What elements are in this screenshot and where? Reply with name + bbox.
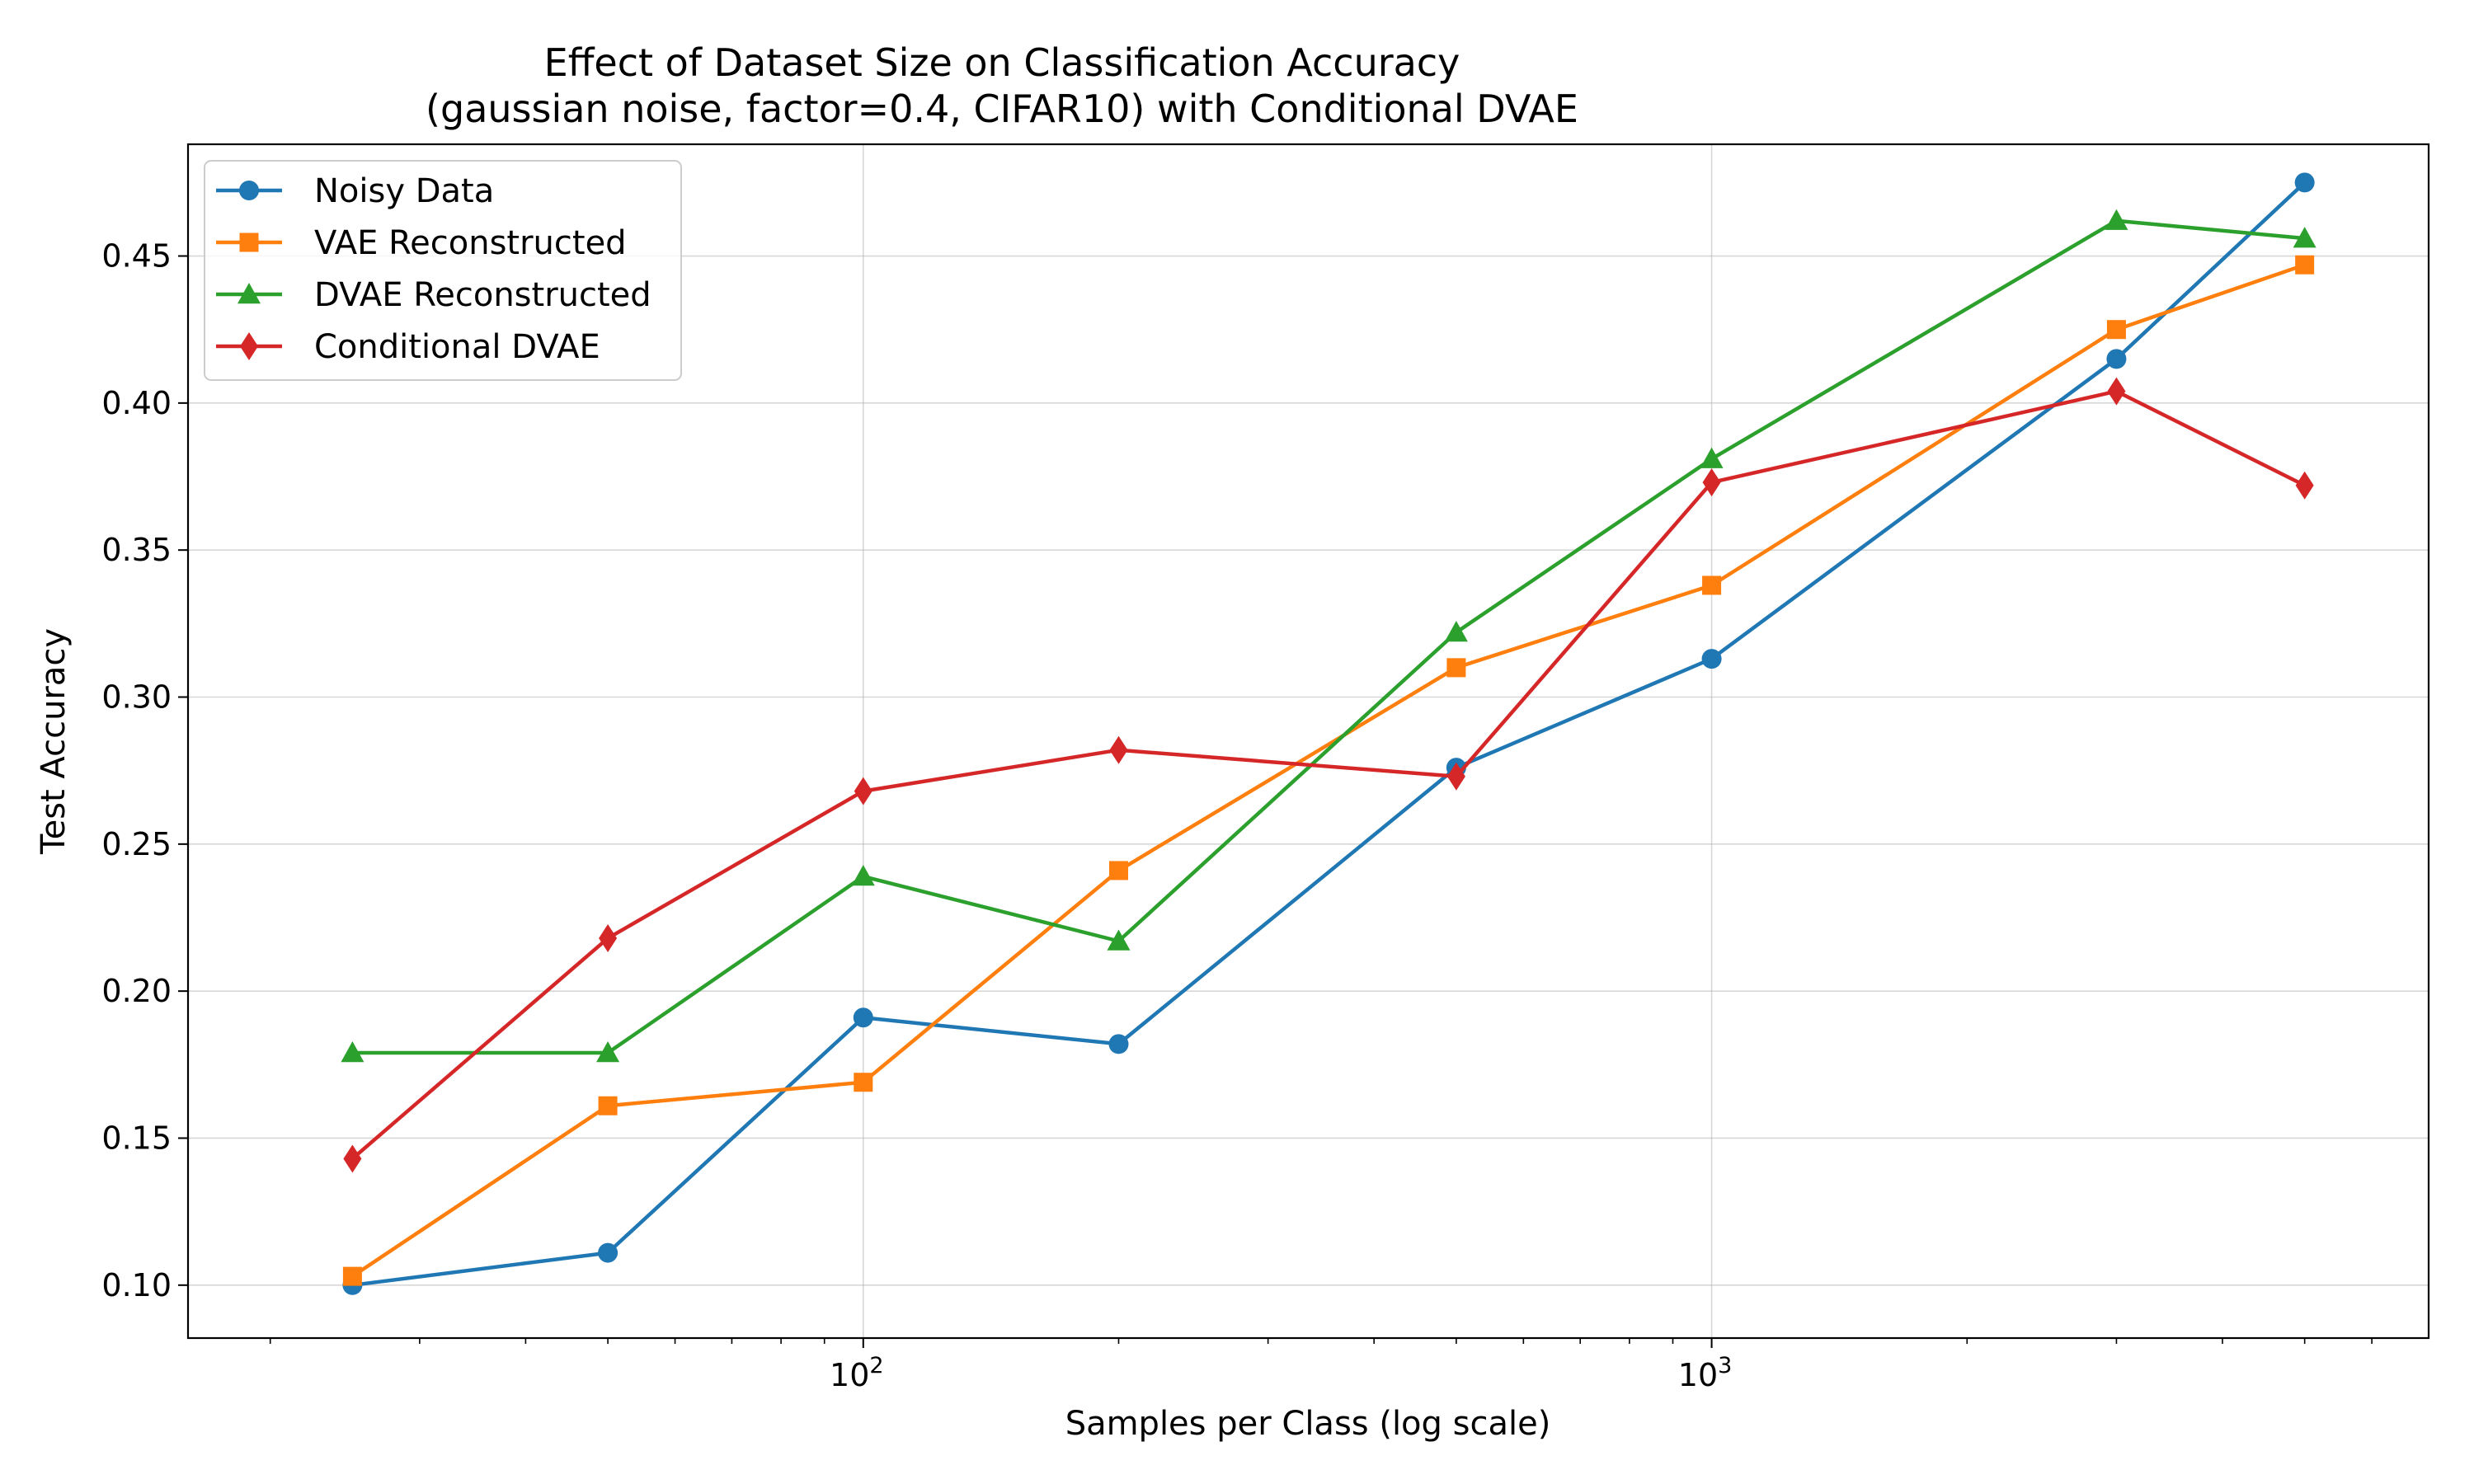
x-tick-label-exponent: 2: [869, 1353, 883, 1378]
x-tick-label-exponent: 3: [1718, 1353, 1732, 1378]
legend-label: Noisy Data: [314, 172, 494, 210]
plot-area-frame: [186, 143, 2430, 1340]
legend-label: VAE Reconstructed: [314, 224, 627, 262]
data-point-marker: [854, 777, 872, 805]
data-point-marker: [2295, 471, 2314, 500]
y-tick-label: 0.15: [101, 1120, 172, 1156]
series-line: [350, 262, 2307, 1279]
y-tick-label: 0.40: [101, 385, 172, 421]
data-point-marker: [1108, 1034, 1129, 1054]
data-point-marker: [1444, 621, 1468, 642]
x-axis-ticks: 102 103: [269, 1338, 2373, 1393]
data-point-marker: [1702, 468, 1721, 497]
series-line: [350, 389, 2307, 1161]
series-conditional-dvae: [343, 377, 2314, 1173]
data-point-marker: [598, 1242, 618, 1263]
y-tick-label: 0.25: [101, 826, 172, 862]
series-vae-reconstructed: [342, 255, 2315, 1286]
data-point-marker: [1701, 649, 1722, 669]
x-tick-label: 102: [830, 1353, 884, 1393]
chart-title-line2: (gaussian noise, factor=0.4, CIFAR10) wi…: [426, 87, 1578, 131]
series-line: [350, 181, 2307, 1288]
data-point-marker: [853, 1007, 873, 1028]
data-point-marker: [239, 181, 259, 200]
x-tick-label: 103: [1678, 1353, 1733, 1393]
legend-item: DVAE Reconstructed: [216, 276, 651, 314]
y-tick-label: 0.30: [101, 679, 172, 716]
chart-title-line1: Effect of Dataset Size on Classification…: [544, 40, 1460, 85]
x-tick-label-base: 10: [1678, 1357, 1718, 1393]
data-point-marker: [342, 1266, 362, 1286]
data-point-marker: [2294, 172, 2315, 193]
data-point-marker: [238, 283, 261, 304]
y-tick-label: 0.35: [101, 532, 172, 568]
y-axis-label: Test Accuracy: [35, 628, 73, 855]
data-point-marker: [599, 923, 618, 952]
data-point-marker: [2106, 349, 2127, 369]
data-point-marker: [1702, 575, 1722, 595]
data-point-marker: [2295, 255, 2315, 275]
data-point-marker: [1700, 447, 1724, 468]
data-point-marker: [343, 1144, 362, 1173]
legend-item: VAE Reconstructed: [216, 224, 627, 262]
legend-label: DVAE Reconstructed: [314, 276, 651, 314]
data-point-marker: [1109, 735, 1128, 764]
series-noisy-data: [342, 172, 2315, 1295]
data-point-marker: [1108, 861, 1128, 881]
data-point-marker: [2105, 209, 2128, 230]
series-dvae-reconstructed: [341, 209, 2316, 1063]
data-point-marker: [851, 865, 875, 886]
data-point-marker: [1107, 929, 1131, 951]
legend-item: Conditional DVAE: [216, 328, 600, 366]
series-line: [350, 218, 2307, 1055]
data-point-marker: [2107, 377, 2126, 406]
data-point-marker: [239, 232, 259, 252]
data-point-marker: [1446, 762, 1465, 791]
data-point-marker: [598, 1096, 618, 1115]
y-tick-label: 0.45: [101, 238, 172, 275]
y-tick-label: 0.20: [101, 973, 172, 1009]
data-point-marker: [2106, 320, 2126, 340]
legend-label: Conditional DVAE: [314, 328, 600, 366]
data-point-marker: [2293, 227, 2316, 248]
x-tick-label-base: 10: [830, 1357, 869, 1393]
y-tick-label: 0.10: [101, 1267, 172, 1303]
data-point-marker: [341, 1041, 365, 1063]
x-axis-label: Samples per Class (log scale): [1065, 1405, 1551, 1443]
y-axis-ticks: 0.10 0.15 0.20 0.25 0.30 0.35 0.40 0.45: [101, 238, 188, 1303]
data-point-marker: [240, 332, 258, 360]
legend-frame: [204, 160, 682, 381]
series-layer: [341, 172, 2316, 1295]
data-point-marker: [596, 1041, 620, 1063]
legend-item: Noisy Data: [216, 172, 494, 210]
data-point-marker: [1446, 658, 1466, 678]
legend: Noisy Data VAE Reconstructed DVAE Reconstr…: [204, 160, 682, 381]
data-point-marker: [854, 1073, 873, 1092]
